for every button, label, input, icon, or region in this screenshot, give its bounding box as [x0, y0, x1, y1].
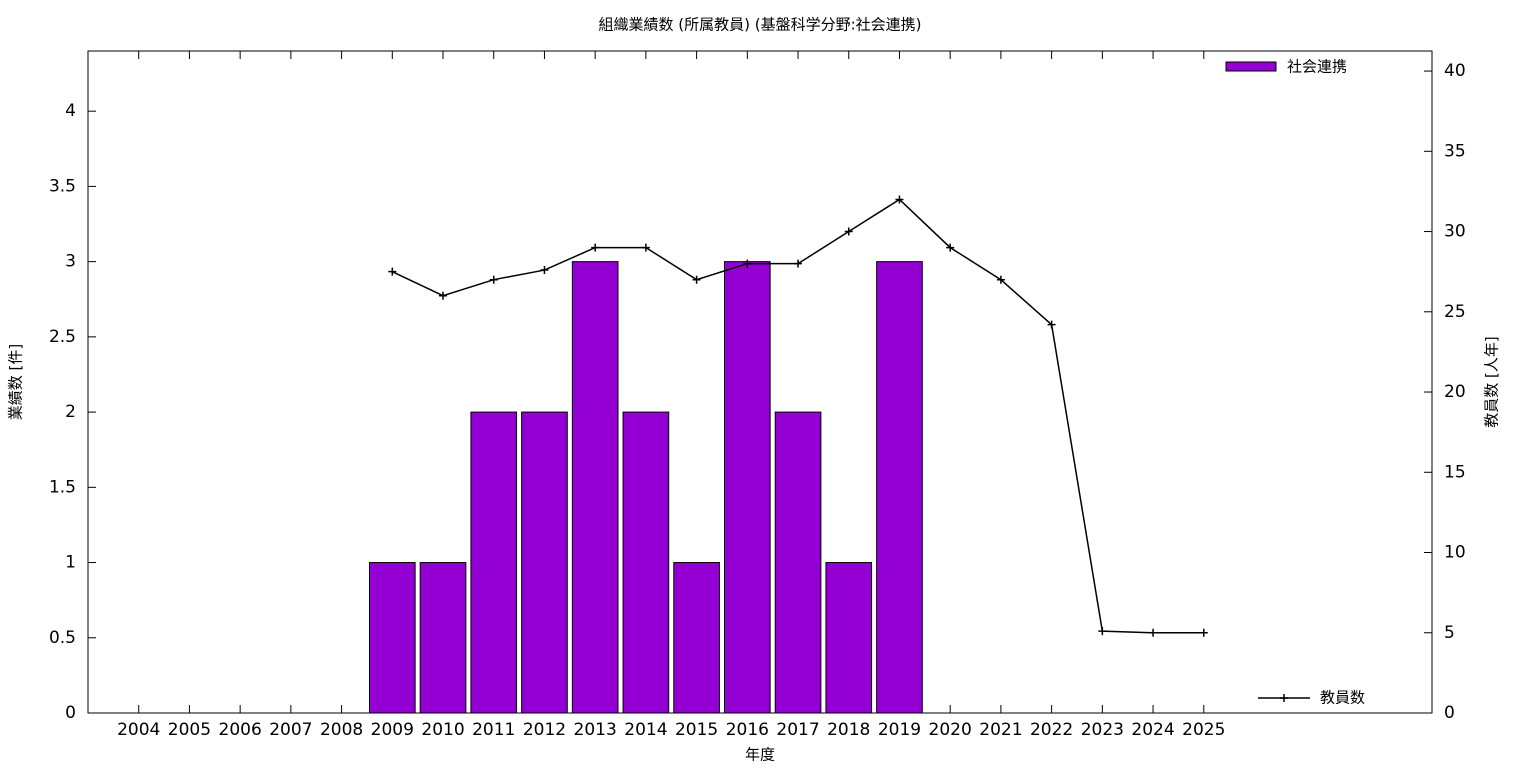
x-tick-label: 2023	[1081, 720, 1124, 740]
chart-title: 組織業績数 (所属教員) (基盤科学分野:社会連携)	[598, 16, 921, 34]
x-tick-label: 2019	[878, 720, 921, 740]
y-tick-label: 0	[65, 703, 76, 723]
x-tick-label: 2010	[421, 720, 464, 740]
point-marker	[1098, 627, 1107, 636]
y-axis-label: 業績数 [件]	[7, 344, 25, 420]
point-marker	[1047, 320, 1056, 329]
point-marker	[743, 259, 752, 268]
bar	[876, 261, 923, 714]
y-tick-label: 4	[65, 101, 76, 121]
point-marker	[641, 243, 650, 252]
bar	[368, 562, 416, 714]
x-tick-label: 2006	[219, 720, 262, 740]
y2-tick-label: 0	[1444, 703, 1455, 723]
y2-tick-label: 35	[1444, 141, 1466, 161]
x-tick-label: 2005	[168, 720, 211, 740]
legend-marker	[1280, 694, 1288, 702]
bar	[470, 411, 518, 714]
bar	[419, 562, 467, 714]
x-tick-label: 2022	[1030, 720, 1073, 740]
y2-tick-label: 30	[1444, 222, 1466, 242]
point-marker	[388, 267, 397, 276]
legend-label: 教員数	[1320, 689, 1365, 707]
x-axis-label: 年度	[745, 746, 775, 764]
y2-axis-label: 教員数 [人年]	[1483, 336, 1501, 427]
point-marker	[591, 243, 600, 252]
y-tick-label: 2	[65, 402, 76, 422]
point-marker	[895, 195, 904, 204]
x-tick-label: 2013	[574, 720, 617, 740]
x-tick-label: 2025	[1182, 720, 1225, 740]
y-tick-label: 0.5	[49, 628, 76, 648]
point-marker	[1149, 628, 1158, 637]
point-marker	[1199, 628, 1208, 637]
bar	[825, 562, 873, 714]
point-marker	[794, 259, 803, 268]
x-tick-label: 2007	[269, 720, 312, 740]
x-tick-label: 2014	[624, 720, 667, 740]
y2-tick-label: 5	[1444, 623, 1455, 643]
x-tick-label: 2011	[472, 720, 515, 740]
point-marker	[844, 227, 853, 236]
y2-tick-label: 20	[1444, 382, 1466, 402]
y2-tick-label: 25	[1444, 302, 1466, 322]
point-marker	[540, 266, 549, 275]
x-tick-label: 2020	[929, 720, 972, 740]
legend-swatch	[1225, 61, 1277, 72]
bar	[622, 411, 670, 714]
y-tick-label: 3	[65, 252, 76, 272]
point-marker	[439, 291, 448, 300]
x-tick-label: 2024	[1131, 720, 1174, 740]
y-tick-label: 1	[65, 553, 76, 573]
point-marker	[692, 275, 701, 284]
bar	[774, 411, 822, 714]
x-tick-label: 2008	[320, 720, 363, 740]
x-tick-label: 2021	[979, 720, 1022, 740]
y2-tick-label: 10	[1444, 543, 1466, 563]
x-tick-label: 2012	[523, 720, 566, 740]
y-tick-label: 2.5	[49, 327, 76, 347]
x-tick-label: 2004	[117, 720, 160, 740]
y-tick-label: 1.5	[49, 477, 76, 497]
bar	[673, 562, 720, 714]
legend-label: 社会連携	[1287, 58, 1347, 76]
bar	[521, 411, 568, 714]
bar	[571, 261, 619, 714]
x-tick-label: 2017	[776, 720, 819, 740]
point-marker	[946, 243, 955, 252]
y-tick-label: 3.5	[49, 176, 76, 196]
bar	[723, 261, 771, 714]
x-tick-label: 2015	[675, 720, 718, 740]
y2-tick-label: 15	[1444, 462, 1466, 482]
point-marker	[996, 275, 1005, 284]
y2-tick-label: 40	[1444, 61, 1466, 81]
x-tick-label: 2018	[827, 720, 870, 740]
point-marker	[489, 275, 498, 284]
x-tick-label: 2016	[726, 720, 769, 740]
x-tick-label: 2009	[371, 720, 414, 740]
